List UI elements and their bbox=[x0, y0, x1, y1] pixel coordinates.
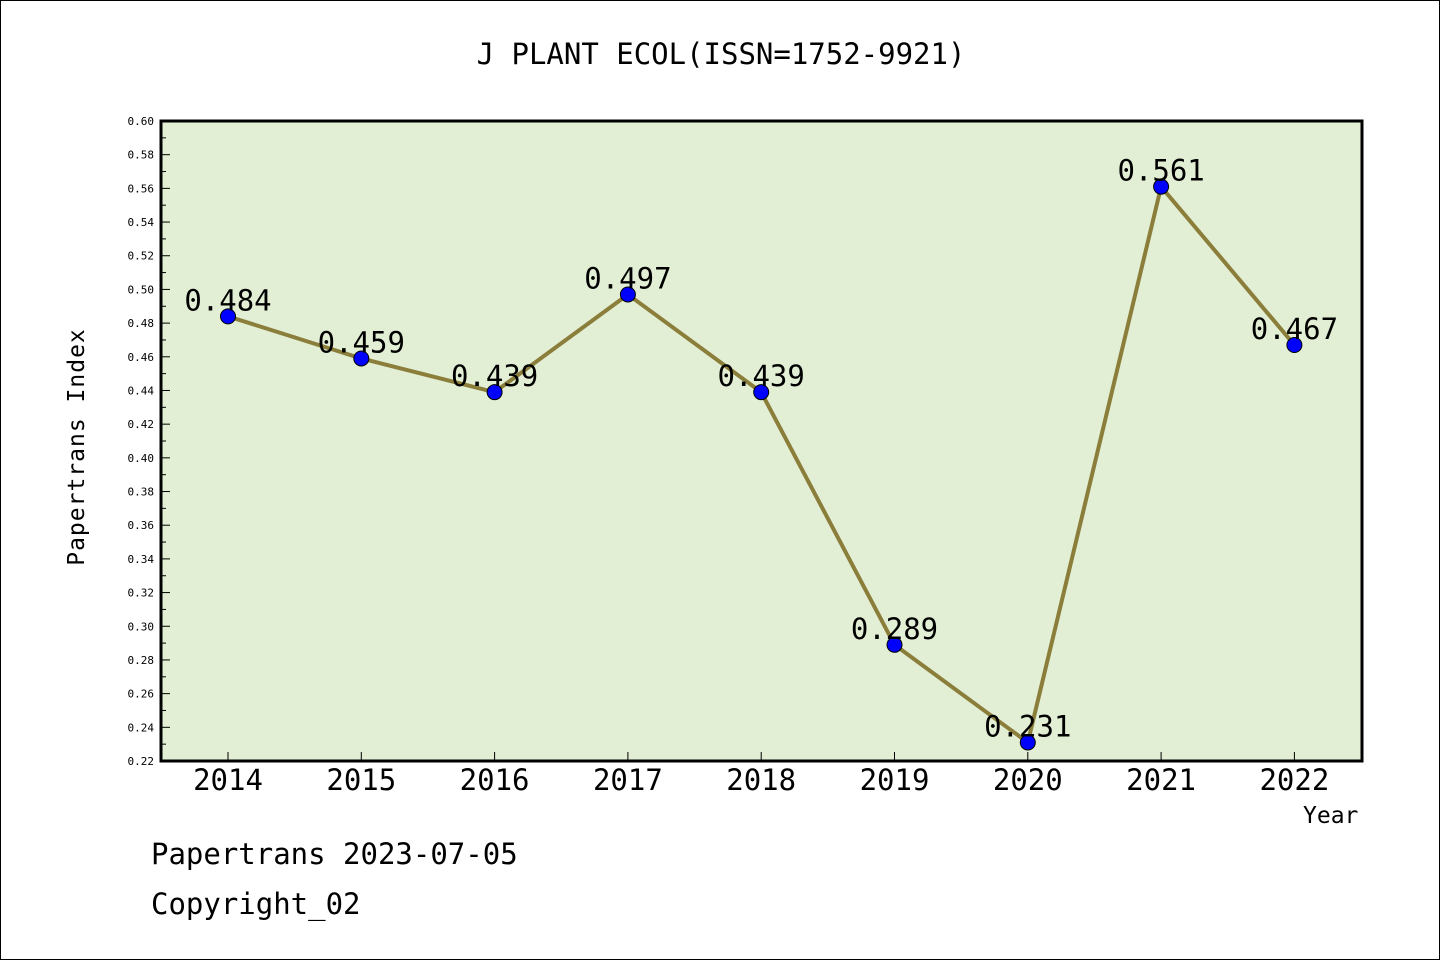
data-point-marker bbox=[886, 636, 903, 653]
y-tick-label: 0.24 bbox=[128, 721, 155, 734]
y-tick-label: 0.44 bbox=[128, 384, 155, 397]
y-tick-label: 0.60 bbox=[128, 115, 155, 128]
x-tick-label: 2015 bbox=[326, 763, 396, 797]
data-point-marker bbox=[353, 350, 370, 367]
data-point-marker bbox=[1019, 734, 1036, 751]
x-axis-label: Year bbox=[1303, 803, 1359, 829]
y-tick-label: 0.46 bbox=[128, 351, 155, 364]
x-tick-label: 2016 bbox=[460, 763, 530, 797]
data-point-marker bbox=[220, 308, 236, 325]
data-point-marker bbox=[486, 384, 503, 401]
data-point-marker bbox=[619, 286, 636, 303]
y-tick-label: 0.42 bbox=[128, 418, 155, 431]
y-tick-label: 0.26 bbox=[128, 688, 155, 701]
data-label: 0.484 bbox=[184, 283, 271, 317]
y-tick-label: 0.52 bbox=[128, 250, 155, 263]
data-label: 0.467 bbox=[1251, 312, 1338, 346]
y-tick-label: 0.48 bbox=[128, 317, 155, 330]
y-tick-label: 0.56 bbox=[128, 182, 155, 195]
data-label: 0.289 bbox=[851, 612, 938, 646]
y-tick-label: 0.58 bbox=[128, 149, 155, 162]
x-tick-label: 2018 bbox=[726, 763, 796, 797]
plot-border bbox=[159, 119, 1364, 763]
x-tick-label: 2014 bbox=[193, 763, 263, 797]
y-tick-label: 0.34 bbox=[128, 553, 155, 566]
data-label: 0.497 bbox=[584, 261, 671, 295]
data-label: 0.561 bbox=[1117, 154, 1204, 188]
y-tick-label: 0.50 bbox=[128, 283, 155, 296]
x-tick-label: 2021 bbox=[1126, 763, 1196, 797]
chart-title: J PLANT ECOL(ISSN=1752-9921) bbox=[476, 37, 966, 71]
data-point-marker bbox=[753, 384, 770, 401]
data-label: 0.439 bbox=[718, 359, 805, 393]
x-tick-label: 2022 bbox=[1259, 763, 1329, 797]
x-tick-label: 2020 bbox=[993, 763, 1063, 797]
data-label: 0.439 bbox=[451, 359, 538, 393]
y-tick-label: 0.28 bbox=[128, 654, 155, 667]
data-point-marker bbox=[1153, 178, 1170, 195]
y-tick-label: 0.40 bbox=[128, 452, 155, 465]
footer-copyright: Copyright_02 bbox=[151, 887, 361, 921]
y-tick-label: 0.38 bbox=[128, 486, 155, 499]
y-tick-label: 0.32 bbox=[128, 587, 155, 600]
data-label: 0.231 bbox=[984, 709, 1071, 743]
y-tick-label: 0.22 bbox=[128, 755, 155, 768]
y-tick-label: 0.54 bbox=[128, 216, 155, 229]
data-label: 0.459 bbox=[318, 325, 405, 359]
y-tick-label: 0.30 bbox=[128, 620, 155, 633]
data-point-marker bbox=[1286, 337, 1303, 353]
x-tick-label: 2019 bbox=[860, 763, 930, 797]
y-tick-label: 0.36 bbox=[128, 519, 155, 532]
x-tick-label: 2017 bbox=[593, 763, 663, 797]
footer-date: Papertrans 2023-07-05 bbox=[151, 837, 518, 871]
plot-area bbox=[161, 121, 1362, 761]
